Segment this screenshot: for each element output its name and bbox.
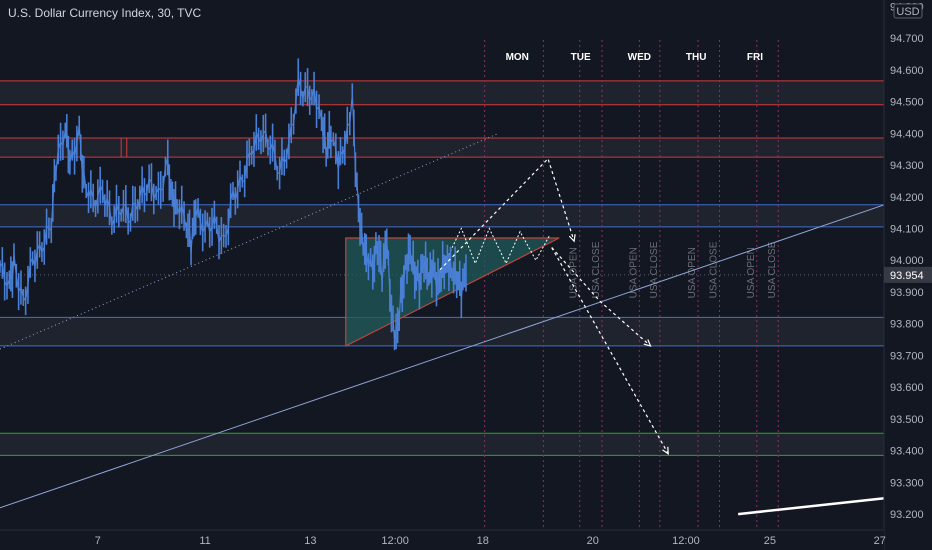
level-band: [0, 138, 884, 158]
time-tick-label: 11: [199, 535, 210, 547]
time-tick-label: 18: [477, 535, 489, 547]
day-label: FRI: [747, 52, 763, 63]
trendlines: [0, 132, 885, 509]
time-tick-label: 25: [764, 535, 776, 547]
price-tick-label: 93.700: [890, 350, 924, 362]
price-tick-label: 93.400: [890, 446, 924, 458]
time-tick-label: 27: [874, 535, 886, 547]
session-label: USA CLOSE: [649, 241, 660, 298]
time-tick-label: 7: [95, 535, 101, 547]
session-label: USA CLOSE: [591, 241, 602, 298]
price-series: [0, 58, 467, 351]
price-tick-label: 93.300: [890, 477, 924, 489]
last-price-tag: 93.954: [884, 266, 932, 283]
day-label: MON: [506, 52, 529, 63]
session-label: USA OPEN: [569, 247, 580, 298]
time-tick-label: 12:00: [381, 535, 409, 547]
projection-arrows: [439, 157, 885, 516]
chart-title: U.S. Dollar Currency Index, 30, TVC: [8, 6, 202, 20]
price-tick-label: 93.500: [890, 414, 924, 426]
projection-arrow: [439, 157, 575, 271]
zigzag-path: [439, 227, 551, 274]
price-tick-label: 93.800: [890, 319, 924, 331]
level-band: [0, 433, 884, 456]
price-tick-label: 93.600: [890, 382, 924, 394]
price-tick-label: 94.300: [890, 160, 924, 172]
currency-label: USD: [896, 6, 919, 18]
arrow-head: [662, 446, 669, 456]
time-tick-label: 13: [304, 535, 316, 547]
session-label: USA OPEN: [687, 247, 698, 298]
price-tick-label: 93.900: [890, 287, 924, 299]
price-tick-label: 94.400: [890, 128, 924, 140]
level-band: [0, 80, 884, 105]
price-tick-label: 94.000: [890, 255, 924, 267]
price-tick-label: 93.200: [890, 509, 924, 521]
currency-badge: [893, 3, 923, 19]
price-tick-label: 94.200: [890, 192, 924, 204]
day-label: TUE: [571, 52, 591, 63]
day-label: WED: [628, 52, 651, 63]
last-price-tag-bg: [884, 266, 932, 283]
price-tick-label: 94.600: [890, 65, 924, 77]
trendline: [0, 204, 885, 509]
session-label: USA CLOSE: [767, 241, 778, 298]
price-tick-label: 94.700: [890, 33, 924, 45]
projection-arrow: [551, 247, 651, 347]
day-label: THU: [686, 52, 707, 63]
last-price-tag-value: 93.954: [890, 270, 924, 282]
arrow-head: [643, 339, 652, 347]
time-tick-label: 12:00: [672, 535, 700, 547]
session-label: USA OPEN: [746, 247, 757, 298]
time-tick-label: 20: [587, 535, 599, 547]
session-lines: USA OPEN USA CLOSE USA OPEN USA CLOSE USA OP…: [484, 40, 779, 530]
session-label: USA OPEN: [628, 247, 639, 298]
red-bracket: [120, 138, 128, 158]
bottom-white-line: [738, 497, 885, 516]
level-band: [0, 317, 884, 346]
price-tick-label: 94.500: [890, 97, 924, 109]
session-label: USA CLOSE: [709, 241, 720, 298]
time-axis: 7 11 13 12:00 18 20 12:00 25 27: [0, 529, 886, 550]
arrow-head: [568, 234, 576, 243]
time-axis-bg: [0, 530, 884, 550]
price-tick-label: 94.100: [890, 224, 924, 236]
trendline: [0, 132, 499, 350]
